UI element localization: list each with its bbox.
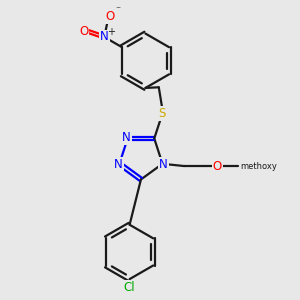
- Text: O: O: [106, 10, 115, 22]
- Text: N: N: [100, 31, 109, 44]
- Text: Cl: Cl: [124, 281, 135, 294]
- Text: +: +: [106, 26, 115, 37]
- Text: O: O: [213, 160, 222, 172]
- Text: O: O: [79, 25, 88, 38]
- Text: methoxy: methoxy: [240, 162, 277, 171]
- Text: N: N: [122, 130, 131, 144]
- Text: O: O: [213, 160, 222, 172]
- Text: N: N: [159, 158, 168, 171]
- Text: N: N: [114, 158, 123, 171]
- Text: S: S: [159, 107, 166, 120]
- Text: ⁻: ⁻: [115, 5, 120, 15]
